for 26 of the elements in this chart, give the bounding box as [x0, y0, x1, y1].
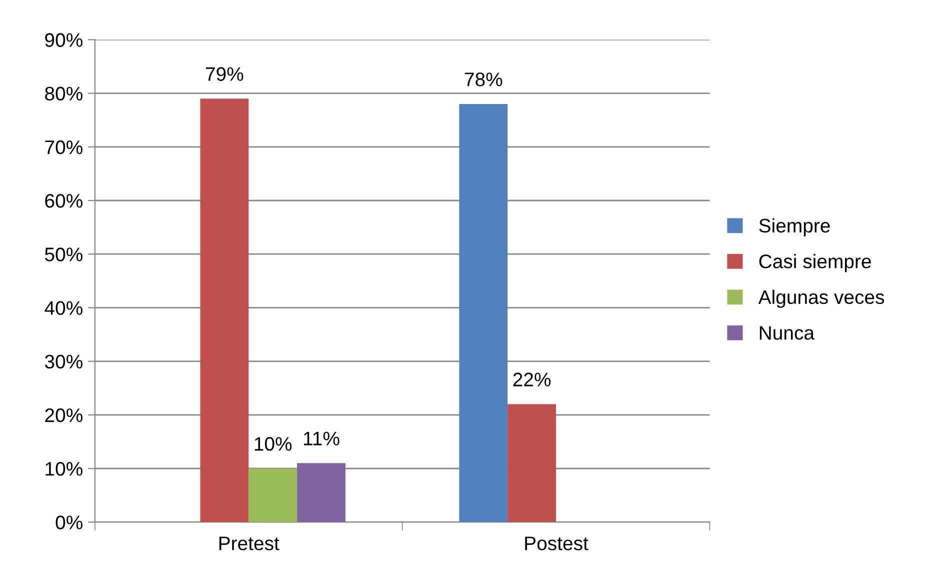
- y-tick-label: 30%: [44, 354, 82, 369]
- x-tick-label: Pretest: [219, 536, 280, 550]
- bar: [459, 104, 508, 522]
- data-label: 78%: [464, 72, 502, 86]
- data-label: 11%: [304, 432, 340, 446]
- bar: [248, 468, 298, 522]
- y-tick-label: 50%: [44, 248, 82, 262]
- legend-label: Algunas veces: [758, 290, 884, 308]
- y-tick-label: 20%: [45, 408, 82, 422]
- y-tick-label: 70%: [45, 140, 82, 154]
- bar: [297, 463, 346, 522]
- data-label: 22%: [513, 372, 551, 386]
- legend-label: Siempre: [759, 218, 830, 236]
- y-tick-label: 40%: [44, 301, 82, 315]
- y-tick-label: 10%: [46, 462, 82, 476]
- data-label: 10%: [254, 436, 292, 451]
- bar: [508, 404, 556, 522]
- y-tick-label: 0%: [56, 516, 82, 530]
- data-label: 79%: [206, 67, 244, 81]
- bar: [200, 98, 249, 522]
- legend-label: Nunca: [760, 326, 815, 340]
- y-tick-label: 60%: [45, 194, 82, 208]
- y-tick-label: 80%: [45, 86, 82, 101]
- y-tick-label: 90%: [45, 33, 82, 47]
- x-tick-label: Postest: [525, 536, 588, 550]
- legend-label: Casi siempre: [759, 254, 871, 272]
